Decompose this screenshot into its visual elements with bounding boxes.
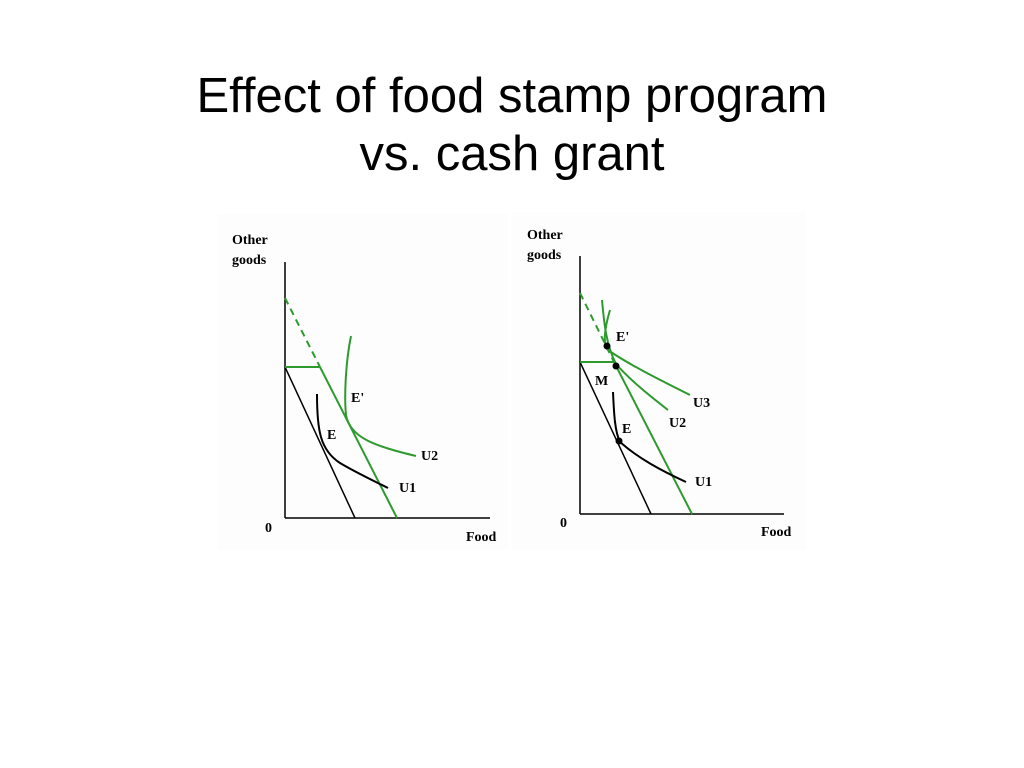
u1-label: U1 xyxy=(399,481,416,496)
u3-label: U3 xyxy=(693,396,710,411)
point-e-label: E xyxy=(622,422,631,437)
indifference-curve-u2 xyxy=(601,299,669,411)
original-budget-line xyxy=(579,361,652,515)
point-e-prime-label: E' xyxy=(351,391,364,406)
point-e-dot xyxy=(615,437,623,445)
food-stamp-budget-line xyxy=(613,361,693,515)
diagram-right: Other goods Food 0 E' M E U1 U2 U3 xyxy=(512,212,806,550)
origin-label: 0 xyxy=(560,516,567,531)
u2-label: U2 xyxy=(669,416,686,431)
diagram-left-svg: Other goods Food 0 E E' U1 U2 xyxy=(232,233,497,545)
original-budget-line xyxy=(284,366,356,519)
point-m-label: M xyxy=(595,374,608,389)
u2-label: U2 xyxy=(421,449,438,464)
point-m-dot xyxy=(612,362,620,370)
point-e-label: E xyxy=(327,428,336,443)
origin-label: 0 xyxy=(265,521,272,536)
indifference-curve-u1 xyxy=(612,391,687,483)
indifference-curve-u1 xyxy=(316,393,389,489)
point-e-prime-dot xyxy=(603,342,611,350)
title-line-1: Effect of food stamp program xyxy=(196,68,828,123)
point-e-prime-label: E' xyxy=(616,330,629,345)
indifference-curve-u2 xyxy=(344,335,417,457)
x-axis-label: Food xyxy=(761,525,792,540)
cash-grant-dashed-extension xyxy=(284,297,321,368)
y-axis-label-line-2: goods xyxy=(527,248,562,263)
food-stamp-budget-line xyxy=(319,366,398,519)
slide-title: Effect of food stamp program vs. cash gr… xyxy=(0,67,1024,183)
u1-label: U1 xyxy=(695,475,712,490)
title-line-2: vs. cash grant xyxy=(359,126,665,181)
indifference-curve-u3 xyxy=(603,309,691,396)
y-axis-label-line-1: Other xyxy=(527,228,563,243)
y-axis-label-line-1: Other xyxy=(232,233,268,248)
diagram-left: Other goods Food 0 E E' U1 U2 xyxy=(218,214,508,550)
diagram-right-svg: Other goods Food 0 E' M E U1 U2 U3 xyxy=(527,228,792,540)
x-axis-label: Food xyxy=(466,530,497,545)
y-axis-label-line-2: goods xyxy=(232,253,267,268)
